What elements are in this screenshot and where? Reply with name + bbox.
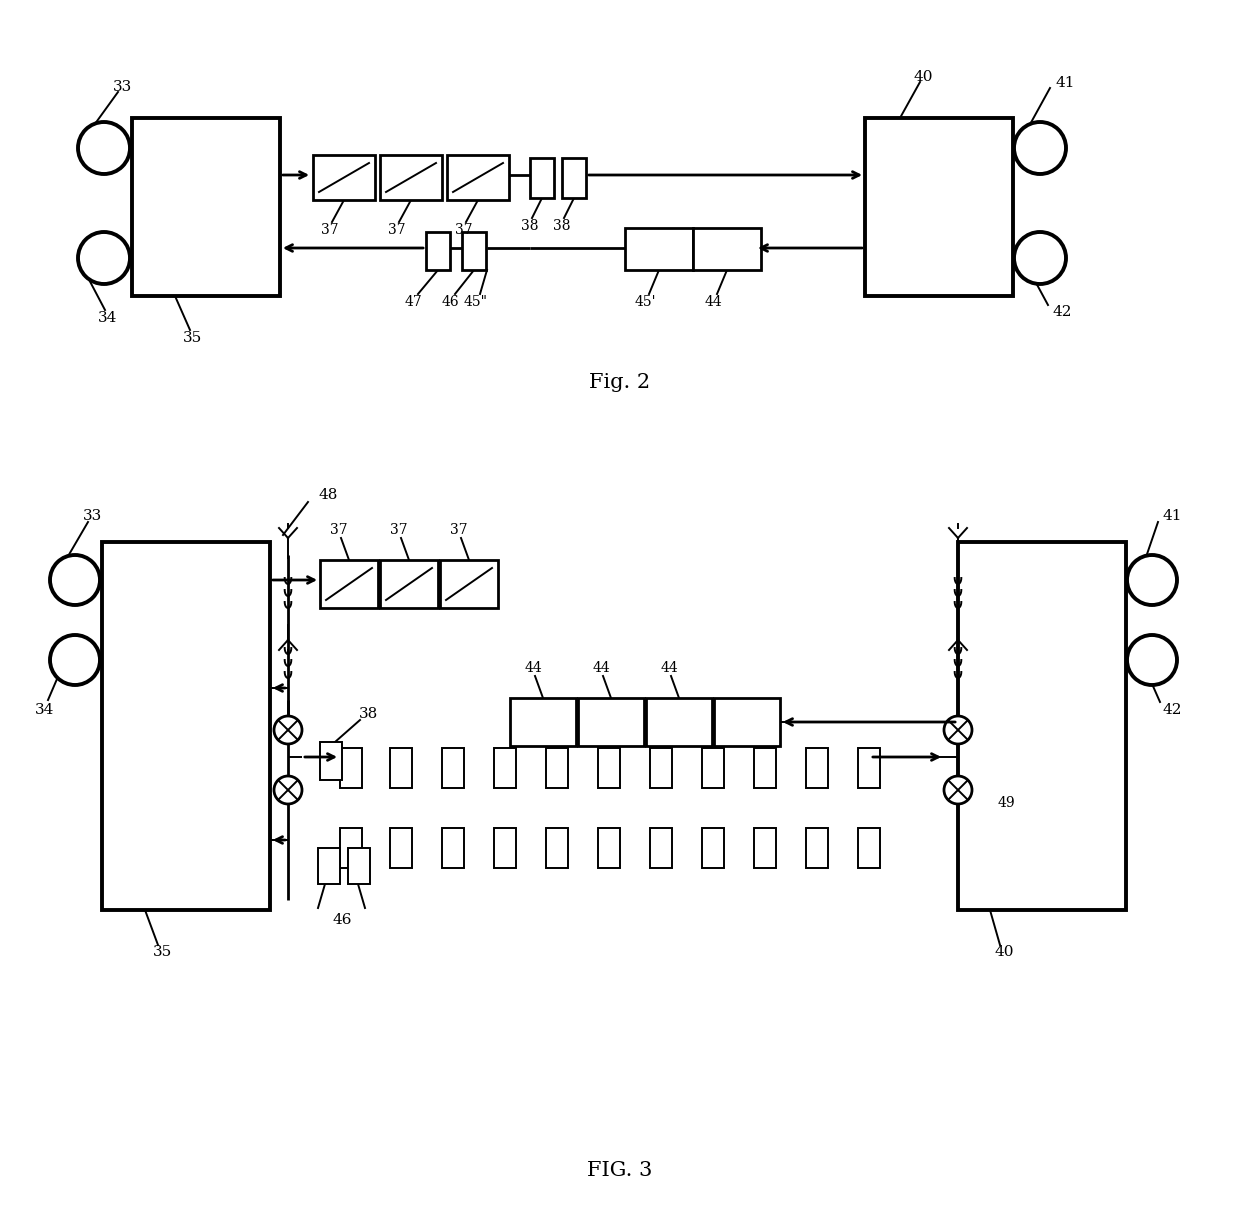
Text: 37: 37 [455, 223, 472, 237]
Bar [754, 748, 776, 788]
Bar [379, 560, 438, 608]
Text: 40: 40 [913, 70, 932, 84]
Text: Fig. 2: Fig. 2 [589, 372, 651, 392]
Bar [959, 542, 1126, 910]
Bar [858, 748, 880, 788]
Circle shape [944, 716, 972, 744]
Bar [546, 828, 568, 868]
Text: 44: 44 [704, 295, 722, 309]
Text: 49: 49 [997, 796, 1014, 810]
Text: 45': 45' [634, 295, 656, 309]
Bar [858, 828, 880, 868]
Circle shape [274, 716, 303, 744]
Bar [320, 742, 342, 780]
Circle shape [1127, 555, 1177, 605]
Circle shape [1127, 635, 1177, 685]
Bar [441, 748, 464, 788]
Bar [702, 828, 724, 868]
Bar [102, 542, 270, 910]
Text: 47: 47 [404, 295, 422, 309]
Bar [446, 155, 508, 200]
Bar [546, 748, 568, 788]
Circle shape [944, 776, 972, 804]
Bar [562, 158, 587, 198]
Text: 46: 46 [441, 295, 459, 309]
Bar [391, 748, 412, 788]
Circle shape [1014, 122, 1066, 174]
Bar [598, 828, 620, 868]
Text: 37: 37 [330, 523, 347, 537]
Text: 41: 41 [1162, 508, 1182, 523]
Text: 44: 44 [660, 661, 678, 675]
Text: 38: 38 [521, 219, 538, 233]
Circle shape [78, 232, 130, 284]
Bar [578, 698, 644, 745]
Text: 44: 44 [525, 661, 542, 675]
Bar [693, 228, 761, 270]
Bar [646, 698, 712, 745]
Bar [866, 118, 1013, 296]
Text: 44: 44 [593, 661, 610, 675]
Text: 35: 35 [153, 946, 171, 959]
Bar [510, 698, 577, 745]
Circle shape [50, 635, 100, 685]
Text: 40: 40 [994, 946, 1014, 959]
Bar [391, 828, 412, 868]
Text: 38: 38 [358, 707, 378, 721]
Text: 42: 42 [1162, 702, 1182, 717]
Bar [806, 748, 828, 788]
Bar [494, 828, 516, 868]
Bar [320, 560, 378, 608]
Text: 41: 41 [1055, 76, 1075, 90]
Bar [754, 828, 776, 868]
Bar [348, 849, 370, 884]
Bar [379, 155, 441, 200]
Text: 33: 33 [113, 80, 131, 95]
Circle shape [274, 776, 303, 804]
Bar [702, 748, 724, 788]
Bar [625, 228, 693, 270]
Text: 48: 48 [319, 488, 337, 502]
Bar [529, 158, 554, 198]
Text: 42: 42 [1053, 305, 1071, 319]
Text: FIG. 3: FIG. 3 [588, 1160, 652, 1180]
Text: 45": 45" [464, 295, 489, 309]
Circle shape [78, 122, 130, 174]
Bar [463, 232, 486, 270]
Circle shape [1014, 232, 1066, 284]
Text: 34: 34 [98, 311, 118, 325]
Text: 34: 34 [35, 702, 55, 717]
Bar [494, 748, 516, 788]
Bar [714, 698, 780, 745]
Bar [806, 828, 828, 868]
Bar [441, 828, 464, 868]
Bar [131, 118, 280, 296]
Text: 37: 37 [391, 523, 408, 537]
Circle shape [50, 555, 100, 605]
Bar [427, 232, 450, 270]
Bar [598, 748, 620, 788]
Text: 35: 35 [184, 332, 202, 345]
Bar [650, 828, 672, 868]
Bar [440, 560, 498, 608]
Bar [650, 748, 672, 788]
Bar [340, 748, 362, 788]
Text: 37: 37 [450, 523, 467, 537]
Text: 38: 38 [553, 219, 570, 233]
Bar [312, 155, 374, 200]
Bar [317, 849, 340, 884]
Text: 37: 37 [321, 223, 339, 237]
Bar [340, 828, 362, 868]
Text: 33: 33 [82, 508, 102, 523]
Text: 37: 37 [388, 223, 405, 237]
Text: 46: 46 [332, 912, 352, 927]
